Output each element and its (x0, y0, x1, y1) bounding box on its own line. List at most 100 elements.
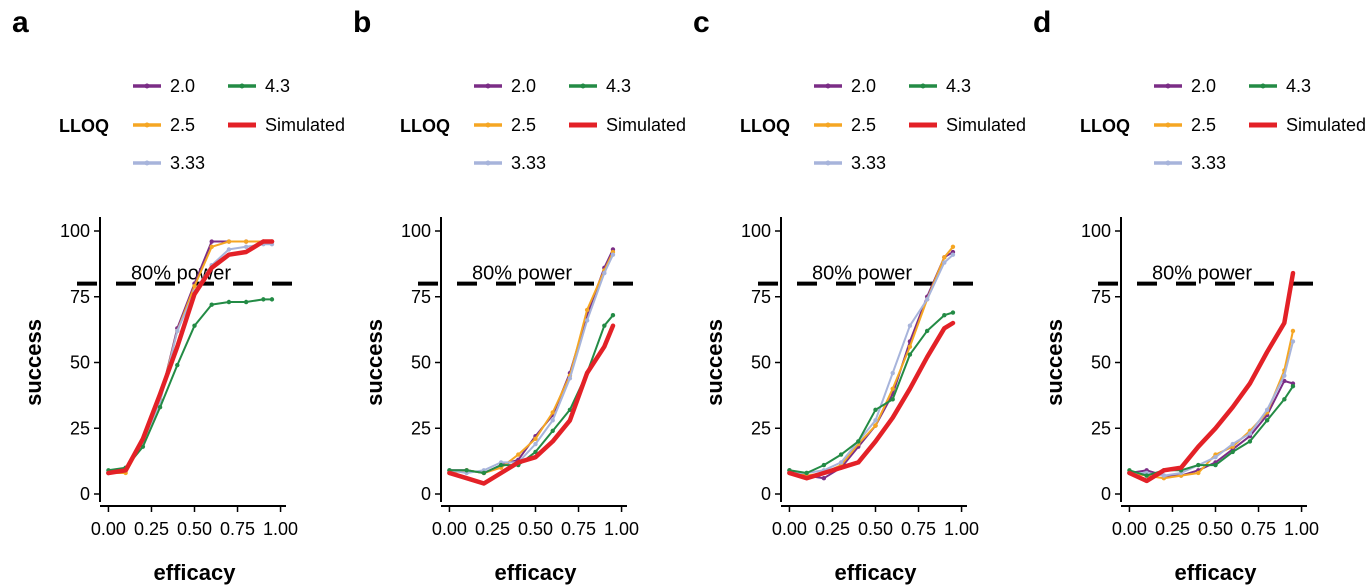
data-point-25 (516, 452, 521, 457)
data-point-333 (1213, 454, 1218, 460)
reference-line-label: 80% power (812, 263, 912, 285)
data-point-333 (567, 376, 573, 381)
data-point-25 (226, 239, 232, 244)
series-line-Simulated (787, 320, 956, 481)
data-point-43 (856, 439, 861, 444)
legend-point-43 (920, 83, 926, 89)
x-tick-label: 1.00 (944, 519, 979, 539)
y-tick-label: 75 (1091, 287, 1111, 307)
data-point-20 (821, 476, 827, 481)
x-tick-label: 0.50 (1198, 519, 1233, 539)
data-point-333 (602, 270, 607, 276)
legend-point-20 (144, 83, 150, 89)
x-tick-label: 1.00 (1284, 519, 1319, 539)
reference-line-label: 80% power (472, 263, 572, 285)
legend-title: LLOQ (59, 116, 109, 136)
legend-label: Simulated (1286, 115, 1366, 135)
panel-a: a LLOQ 2.0 4.3 2.5 Simulated 3.33 0 25 50 75 100 0.0… (12, 6, 345, 585)
data-point-43 (192, 323, 197, 328)
reference-line-label: 80% power (1152, 263, 1252, 285)
y-tick-label: 25 (411, 418, 431, 438)
data-point-43 (1230, 449, 1235, 455)
legend-label: 3.33 (170, 153, 205, 173)
legend-label: 3.33 (1191, 153, 1226, 173)
data-point-43 (464, 468, 469, 473)
series-line-Simulated (1127, 270, 1296, 484)
panel-d: d LLOQ 2.0 4.3 2.5 Simulated 3.33 0 25 50 75 100 0.0… (1033, 6, 1366, 585)
legend-label: Simulated (265, 115, 345, 135)
data-point-333 (1230, 441, 1235, 447)
data-point-25 (550, 410, 555, 415)
data-point-333 (873, 418, 878, 423)
data-point-43 (261, 297, 266, 302)
data-point-43 (907, 352, 913, 357)
y-tick-label: 0 (421, 484, 431, 504)
legend-title: LLOQ (400, 116, 450, 136)
legend-label: 4.3 (265, 76, 290, 96)
data-point-333 (1282, 373, 1287, 378)
legend-label: 2.0 (170, 76, 195, 96)
data-point-43 (533, 449, 538, 455)
series-line-20 (1128, 379, 1294, 477)
data-point-43 (924, 328, 930, 334)
data-point-25 (950, 244, 956, 249)
data-point-25 (907, 344, 913, 349)
series-line-Simulated (106, 239, 275, 476)
data-point-25 (192, 284, 197, 289)
legend-label: 2.5 (851, 115, 876, 135)
y-tick-label: 50 (411, 353, 431, 373)
legend-label: 4.3 (1286, 76, 1311, 96)
data-point-25 (584, 307, 590, 313)
data-point-333 (950, 252, 956, 257)
data-point-333 (942, 260, 947, 265)
data-point-43 (838, 452, 844, 457)
data-point-333 (890, 370, 895, 376)
panel-c: c LLOQ 2.0 4.3 2.5 Simulated 3.33 0 25 50 75 100 0.0… (693, 6, 1026, 585)
data-point-25 (890, 386, 895, 391)
data-point-43 (890, 397, 895, 402)
x-tick-label: 1.00 (604, 519, 639, 539)
panel-letter: b (353, 6, 371, 39)
x-axis-title: efficacy (1175, 560, 1258, 585)
series-line-43 (107, 298, 273, 472)
x-tick-label: 0.50 (518, 519, 553, 539)
y-axis-title: success (702, 319, 727, 406)
legend-label: 2.0 (1191, 76, 1216, 96)
legend-point-25 (485, 122, 491, 128)
legend-title: LLOQ (740, 116, 790, 136)
legend-point-43 (580, 83, 586, 89)
y-tick-label: 75 (751, 287, 771, 307)
data-point-43 (269, 297, 275, 302)
data-point-43 (209, 302, 214, 307)
data-point-333 (907, 323, 913, 328)
x-tick-label: 0.25 (1155, 519, 1190, 539)
panel-letter: d (1033, 6, 1051, 39)
y-tick-label: 75 (70, 287, 90, 307)
x-tick-label: 0.50 (177, 519, 212, 539)
data-point-43 (1144, 473, 1149, 478)
x-tick-label: 0.00 (1112, 519, 1147, 539)
series-line-333 (448, 253, 614, 474)
legend-point-20 (825, 83, 831, 89)
panel-letter: a (12, 6, 29, 39)
data-point-333 (924, 297, 930, 302)
data-point-333 (175, 328, 180, 334)
data-point-333 (1264, 407, 1270, 413)
data-point-43 (610, 312, 616, 318)
legend-title: LLOQ (1080, 116, 1130, 136)
data-point-43 (1264, 418, 1270, 423)
y-tick-label: 0 (80, 484, 90, 504)
x-axis-title: efficacy (154, 560, 237, 585)
x-tick-label: 0.50 (858, 519, 893, 539)
legend-label: 2.5 (1191, 115, 1216, 135)
y-axis-title: success (21, 319, 46, 406)
data-point-43 (498, 462, 504, 468)
data-point-43 (804, 470, 809, 476)
legend-label: Simulated (606, 115, 686, 135)
legend-label: 3.33 (851, 153, 886, 173)
data-point-43 (1196, 462, 1201, 468)
legend-label: 4.3 (946, 76, 971, 96)
data-point-43 (1213, 462, 1218, 468)
data-point-43 (602, 323, 607, 328)
